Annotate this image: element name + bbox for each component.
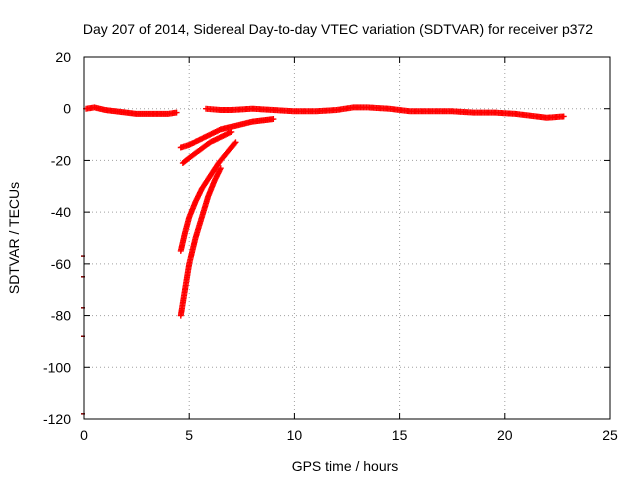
data-point [228,128,235,135]
data-point [560,113,567,120]
x-tick-label: 5 [185,427,193,443]
data-point [231,140,238,147]
y-tick-label: -100 [43,359,71,375]
x-tick-label: 15 [392,427,408,443]
y-tick-label: 0 [63,101,71,117]
tick-labels: 0 5 10 15 20 25 20 0 -20 -40 -60 -80 -100 -120 [43,49,618,443]
data-point [173,109,180,116]
series-arc-3 [177,139,239,254]
plot-frame [83,56,611,420]
chart-title: Day 207 of 2014, Sidereal Day-to-day VTE… [83,21,593,37]
data-point [217,165,224,172]
x-tick-label: 0 [80,427,88,443]
x-tick-label: 25 [602,427,618,443]
y-tick-label: -80 [51,308,71,324]
data-points [83,104,567,319]
y-tick-label: 20 [55,49,71,65]
series-arc-4 [177,165,224,319]
data-point [232,139,239,146]
series-arc-1 [177,116,277,151]
y-axis-label: SDTVAR / TECUs [6,182,22,294]
grid-lines [84,57,610,419]
x-tick-label: 10 [287,427,303,443]
y-tick-label: -20 [51,152,71,168]
data-point [270,116,277,123]
y-tick-label: -40 [51,204,71,220]
y-tick-label: -60 [51,256,71,272]
series-baseline-late [203,104,567,121]
series-baseline-early [83,104,180,117]
x-tick-label: 20 [497,427,513,443]
series-arc-2 [179,128,235,167]
y-tick-label: -120 [43,411,71,427]
x-axis-label: GPS time / hours [292,458,399,474]
